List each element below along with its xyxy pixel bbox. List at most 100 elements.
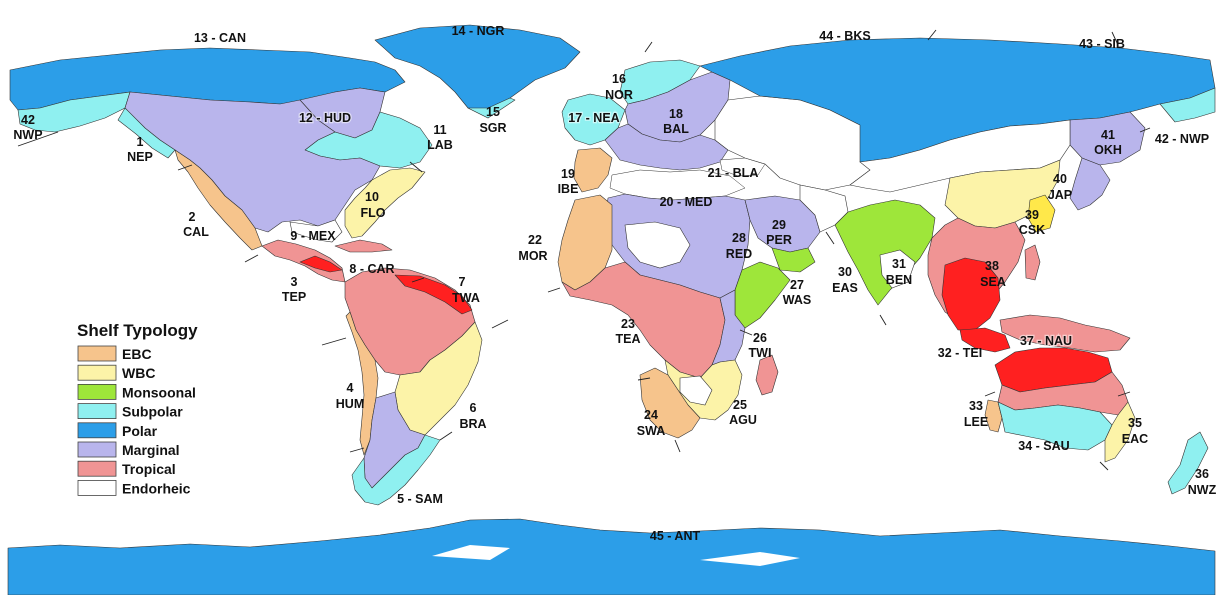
label-region-42-west: 42 NWP <box>13 113 42 142</box>
label-region-33: 33 LEE <box>964 399 988 429</box>
region-benguela-ebc <box>639 367 701 439</box>
region-csk-wbc <box>1027 194 1056 233</box>
legend: Shelf Typology EBC WBC Monsoonal Subpolar Po… <box>77 321 198 496</box>
label-region-38: 38 SEA <box>980 259 1006 289</box>
label-region-6: 6 BRA <box>459 401 486 431</box>
antarctica-ice-shelf-notch <box>700 552 800 566</box>
legend-swatch-ebc <box>77 345 117 362</box>
region-central-america-intense <box>299 255 343 273</box>
label-region-12: 12 - HUD <box>299 111 351 125</box>
region-south-america-subpolar <box>351 434 441 506</box>
label-region-3: 3 TEP <box>282 275 306 304</box>
label-region-11: 11 LAB <box>427 123 453 152</box>
label-region-7: 7 TWA <box>452 275 480 305</box>
legend-swatch-polar <box>77 422 117 439</box>
label-region-9: 9 - MEX <box>290 229 336 243</box>
region-northeast-asia-subpolar <box>1159 87 1216 123</box>
label-region-34: 34 - SAU <box>1018 439 1069 453</box>
region-caribbean-islands <box>334 239 393 253</box>
legend-label-monsoonal: Monsoonal <box>122 384 196 400</box>
label-region-26: 26 TWI <box>749 331 772 360</box>
region-florida-wbc <box>344 167 426 239</box>
label-region-41: 41 OKH <box>1094 128 1122 157</box>
legend-swatch-endorheic <box>77 479 117 496</box>
label-region-45: 45 - ANT <box>650 529 701 543</box>
legend-title: Shelf Typology <box>77 321 198 340</box>
label-region-1: 1 NEP <box>127 135 153 164</box>
boundary-ticks <box>17 29 1151 471</box>
label-region-8: 8 - CAR <box>349 262 394 276</box>
label-region-15: 15 SGR <box>479 105 506 135</box>
label-region-24: 24 SWA <box>637 408 665 438</box>
label-region-28: 28 RED <box>726 231 752 261</box>
label-region-16: 16 NOR <box>605 72 633 102</box>
legend-swatch-subpolar <box>77 403 117 420</box>
label-region-37: 37 - NAU <box>1020 334 1072 348</box>
region-humboldt-ebc <box>345 311 379 456</box>
region-indonesia-intense <box>959 327 1011 353</box>
region-labels: 1 NEP 2 CAL 3 TEP 4 HUM 5 - SAM 6 BRA 7 TWA 8 … <box>13 24 1216 543</box>
label-region-39: 39 CSK <box>1019 208 1045 237</box>
label-region-14: 14 - NGR <box>452 24 505 38</box>
legend-label-marginal: Marginal <box>122 442 180 458</box>
label-region-42-east: 42 - NWP <box>1155 132 1209 146</box>
label-region-35: 35 EAC <box>1122 416 1148 446</box>
region-arabia-monsoonal <box>771 247 816 273</box>
label-region-29: 29 PER <box>766 218 792 247</box>
label-region-30: 30 EAS <box>832 265 858 295</box>
label-region-31: 31 BEN <box>886 257 912 287</box>
region-indonesia-islands <box>999 314 1131 353</box>
region-somalia-monsoonal <box>734 261 791 329</box>
region-india-monsoonal <box>834 199 936 306</box>
region-california-ebc <box>174 149 263 251</box>
region-iberia-ebc <box>573 147 613 193</box>
label-region-44: 44 - BKS <box>819 29 870 43</box>
region-antarctica <box>7 518 1216 595</box>
region-japan-marginal <box>1069 157 1111 211</box>
gulf-of-mexico <box>289 219 343 243</box>
label-region-18: 18 BAL <box>663 107 689 136</box>
label-region-4: 4 HUM <box>336 381 364 411</box>
region-greenland <box>374 24 581 119</box>
label-region-27: 27 WAS <box>783 278 811 307</box>
label-region-21: 21 - BLA <box>708 166 759 180</box>
region-new-zealand <box>1167 431 1209 495</box>
legend-label-wbc: WBC <box>122 365 155 381</box>
legend-label-endorheic: Endorheic <box>122 480 191 496</box>
label-region-22: 22 MOR <box>518 233 547 263</box>
label-region-13: 13 - CAN <box>194 31 246 45</box>
region-bengal-endorheic <box>879 249 916 289</box>
legend-swatch-monsoonal <box>77 383 117 400</box>
legend-label-ebc: EBC <box>122 346 152 362</box>
legend-swatch-wbc <box>77 364 117 381</box>
antarctica-ice-shelf-notch <box>432 545 510 560</box>
label-region-19: 19 IBE <box>558 167 579 196</box>
label-region-36: 36 NWZ <box>1188 467 1217 497</box>
label-region-10: 10 FLO <box>361 190 386 220</box>
legend-label-tropical: Tropical <box>122 461 176 477</box>
region-twa-intense <box>394 274 473 315</box>
label-region-23: 23 TEA <box>616 317 641 346</box>
label-region-17: 17 - NEA <box>568 111 619 125</box>
legend-label-polar: Polar <box>122 423 158 439</box>
region-philippines <box>1024 244 1041 281</box>
region-east-australia-wbc <box>1104 401 1136 463</box>
label-region-2: 2 CAL <box>183 210 209 239</box>
region-sahel-endorheic <box>624 221 691 269</box>
region-madagascar <box>755 354 779 396</box>
region-nep-subpolar <box>117 107 176 159</box>
legend-label-subpolar: Subpolar <box>122 404 183 420</box>
label-region-5: 5 - SAM <box>397 492 443 506</box>
region-southeast-asia-intense <box>941 257 1001 331</box>
label-region-20: 20 - MED <box>660 195 713 209</box>
label-region-32: 32 - TEI <box>938 346 982 360</box>
region-greenland-subpolar-south <box>467 97 516 119</box>
label-region-40: 40 JAP <box>1048 172 1072 202</box>
legend-swatch-marginal <box>77 441 117 458</box>
region-kalahari-endorheic <box>679 375 713 406</box>
region-okhotsk-marginal <box>1069 111 1146 166</box>
region-alaska-subpolar <box>17 91 131 133</box>
legend-swatch-tropical <box>77 460 117 477</box>
label-region-43: 43 - SIB <box>1079 37 1125 51</box>
